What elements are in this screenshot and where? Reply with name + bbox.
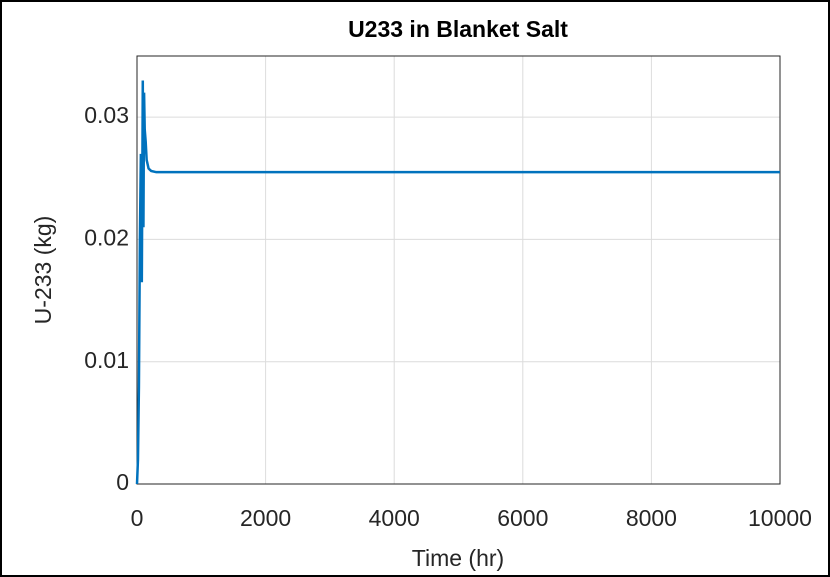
x-tick-label: 6000 xyxy=(497,505,548,531)
line xyxy=(135,80,780,485)
y-tick-label: 0.03 xyxy=(84,102,129,128)
y-axis-label: U-233 (kg) xyxy=(30,216,56,325)
x-tick-label: 10000 xyxy=(748,505,812,531)
plot-area-border xyxy=(136,55,781,485)
x-tick-label: 8000 xyxy=(626,505,677,531)
x-tick-label: 4000 xyxy=(369,505,420,531)
x-tick-label: 2000 xyxy=(240,505,291,531)
y-tick-label: 0.01 xyxy=(84,347,129,373)
x-axis-label: Time (hr) xyxy=(412,545,504,571)
x-tick-label: 0 xyxy=(131,505,144,531)
chart-title: U233 in Blanket Salt xyxy=(348,16,568,42)
y-tick-label: 0.02 xyxy=(84,225,129,251)
y-tick-label: 0 xyxy=(116,469,129,495)
